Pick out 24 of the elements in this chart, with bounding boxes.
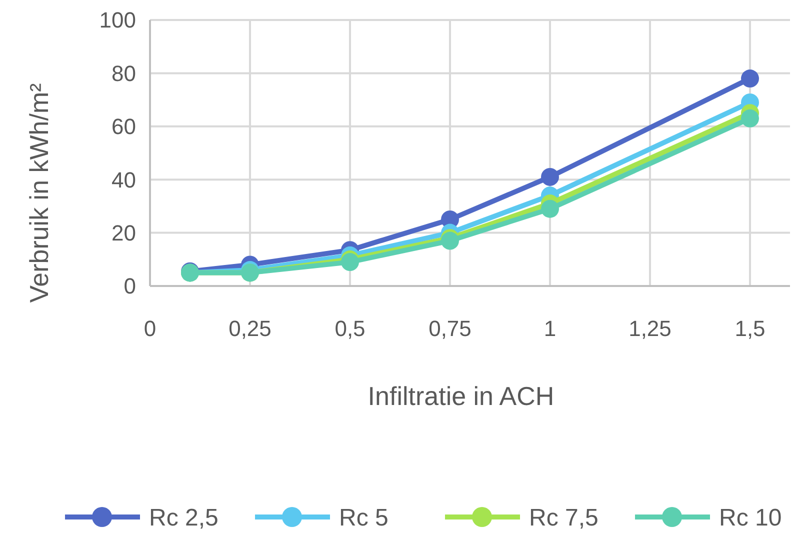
y-tick-label: 60 — [112, 114, 136, 140]
x-tick-label: 1 — [544, 316, 556, 341]
x-tick-label: 0,75 — [428, 316, 472, 341]
point — [541, 200, 559, 218]
y-tick-label: 80 — [112, 60, 136, 86]
y-axis-title: Verbruik in kWh/m² — [24, 82, 54, 303]
x-tick-label: 1,5 — [734, 316, 766, 341]
legend-label: Rc 5 — [339, 504, 388, 532]
point — [541, 168, 559, 186]
point — [741, 109, 759, 128]
y-tick-label: 40 — [112, 167, 136, 192]
y-tick-label: 100 — [99, 8, 136, 33]
x-axis-title: Infiltratie in ACH — [368, 381, 554, 411]
legend-label: Rc 10 — [719, 504, 782, 532]
legend-label: Rc 2,5 — [149, 504, 218, 532]
legend-label: Rc 7,5 — [529, 504, 598, 532]
x-tick-label: 0,25 — [228, 316, 272, 341]
x-tick-label: 0 — [144, 316, 156, 341]
x-tick-label: 0,5 — [334, 316, 366, 341]
point — [341, 253, 359, 272]
x-tick-label: 1,25 — [628, 316, 672, 341]
y-tick-label: 0 — [124, 274, 136, 299]
y-tick-label: 20 — [112, 220, 136, 246]
point — [741, 70, 759, 88]
